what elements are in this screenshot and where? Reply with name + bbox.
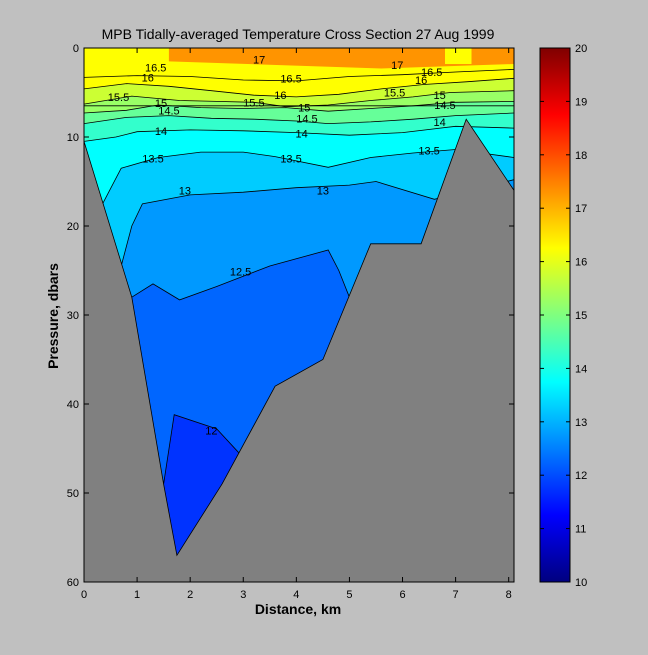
colorbar: 10 11 12 13 14 15 16 17 18 19 20 [539,43,587,589]
contour-label-16-0: 16 [142,72,154,84]
y-tick-label-50: 50 [67,488,79,500]
colorbar-tick-label-16: 16 [575,257,587,269]
x-tick-label-0: 0 [81,589,87,601]
contour-label-16.5-1: 16.5 [280,73,301,85]
y-tick-label-40: 40 [67,399,79,411]
contour-label-15.5-1: 15.5 [243,97,264,109]
contour-line-16 [84,77,514,98]
colorbar-tick-label-14: 14 [575,363,587,375]
y-tick-label-20: 20 [67,221,79,233]
contour-line-15.5 [84,90,514,108]
contour-line-12 [163,414,241,485]
colorbar-tick-label-10: 10 [575,577,587,589]
seafloor-bottom [84,118,514,582]
contour-label-13.5-1: 13.5 [280,153,301,165]
contour-label-16.5-2: 16.5 [421,67,442,79]
colorbar-tick-label-19: 19 [575,96,587,108]
y-axis-ticks: 0 10 20 30 40 50 60 [67,43,514,589]
contour-label-15-2: 15 [434,90,446,102]
contour-label-14-0: 14 [155,126,167,138]
x-tick-label-4: 4 [293,589,299,601]
contour-label-16-1: 16 [274,90,286,102]
colorbar-ticks: 10 11 12 13 14 15 16 17 18 19 20 [540,43,587,589]
colorbar-tick-label-15: 15 [575,310,587,322]
contour-label-14.5-2: 14.5 [434,100,455,112]
x-tick-label-5: 5 [346,589,352,601]
colorbar-tick-label-17: 17 [575,203,587,215]
contour-lines [84,69,514,485]
colorbar-tick-label-20: 20 [575,43,587,55]
colorbar-gradient [539,47,571,583]
colorbar-tick-label-18: 18 [575,150,587,162]
contour-label-13-0: 13 [179,185,191,197]
contour-label-13.5-0: 13.5 [142,153,163,165]
x-axis-label: Distance, km [255,601,341,617]
x-tick-label-6: 6 [399,589,405,601]
contour-line-16.5 [84,69,514,82]
band-above-17 [168,48,514,69]
contour-line-15 [84,101,514,114]
contour-label-15-0: 15 [155,98,167,110]
contour-label-15-1: 15 [298,103,310,115]
contour-line-12.5 [131,249,350,301]
y-tick-label-60: 60 [67,577,79,589]
colorbar-tick-label-12: 12 [575,470,587,482]
contour-line-14.5 [84,112,514,125]
contour-line-13.5 [102,149,514,204]
contour-label-12.5-0: 12.5 [230,266,251,278]
contour-label-15.5-0: 15.5 [108,92,129,104]
chart-title: MPB Tidally-averaged Temperature Cross S… [102,26,495,42]
contour-label-13-1: 13 [317,185,329,197]
contour-line-13 [120,179,514,267]
y-tick-label-0: 0 [73,43,79,55]
contour-label-16-2: 16 [415,75,427,87]
x-tick-label-7: 7 [453,589,459,601]
contour-label-15.5-2: 15.5 [384,88,405,100]
contour-label-12-0: 12 [205,426,217,438]
y-axis-label: Pressure, dbars [45,263,61,369]
contour-label-14-2: 14 [434,117,446,129]
contour-line-14 [84,125,514,142]
y-tick-label-10: 10 [67,132,79,144]
x-tick-label-3: 3 [240,589,246,601]
x-tick-label-8: 8 [506,589,512,601]
y-tick-label-30: 30 [67,310,79,322]
contour-label-14.5-0: 14.5 [158,105,179,117]
contour-label-17-0: 17 [253,55,265,67]
contour-label-14.5-1: 14.5 [296,113,317,125]
contour-label-13.5-2: 13.5 [418,145,439,157]
x-tick-label-1: 1 [134,589,140,601]
contour-label-14-1: 14 [296,128,308,140]
contour-label-16.5-0: 16.5 [145,63,166,75]
colorbar-tick-label-13: 13 [575,417,587,429]
colorbar-tick-label-11: 11 [575,524,586,536]
contour-label-17-1: 17 [391,60,403,72]
x-tick-label-2: 2 [187,589,193,601]
